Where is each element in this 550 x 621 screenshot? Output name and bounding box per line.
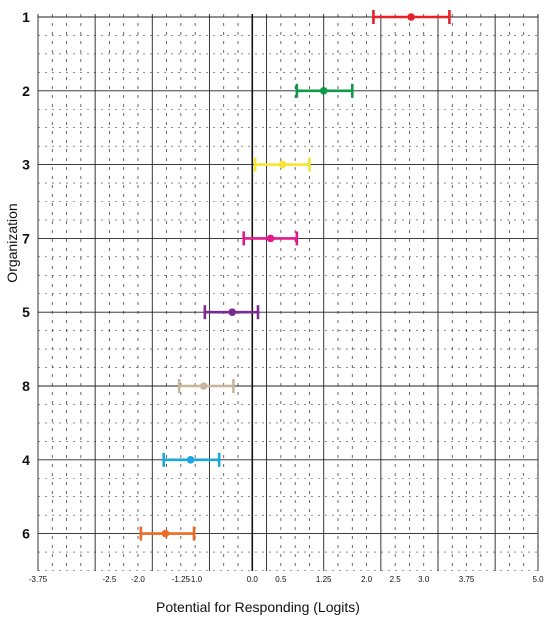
data-point bbox=[228, 308, 237, 317]
category-labels: 1 2 3 7 5 8 4 6 bbox=[22, 9, 30, 542]
x-tick-label: 0.5 bbox=[275, 575, 287, 584]
data-point bbox=[161, 529, 170, 538]
category-label: 7 bbox=[22, 230, 30, 246]
data-point bbox=[319, 87, 328, 95]
major-gridlines bbox=[37, 14, 539, 571]
data-point bbox=[199, 382, 208, 390]
error-bar bbox=[295, 83, 354, 98]
category-label: 4 bbox=[22, 452, 30, 468]
error-bar bbox=[139, 526, 196, 541]
x-tick-label: -1.25 bbox=[172, 575, 191, 584]
x-tick-label: 0.0 bbox=[247, 575, 259, 584]
x-tick-label: -3.75 bbox=[29, 575, 48, 584]
x-tick-label: 2.5 bbox=[390, 575, 402, 584]
x-axis-title: Potential for Responding (Logits) bbox=[156, 599, 360, 615]
y-axis-title: Organization bbox=[4, 203, 20, 282]
data-point bbox=[186, 456, 195, 464]
x-tick-labels: -3.75 -2.5 -2.0 -1.25-1.0 0.0 0.5 1.25 2.0 2.5 3.… bbox=[29, 575, 544, 584]
error-bar bbox=[203, 305, 260, 320]
x-tick-label: -1.0 bbox=[188, 575, 202, 584]
x-tick-label: 3.75 bbox=[459, 575, 475, 584]
data-point bbox=[278, 160, 287, 169]
category-label: 3 bbox=[22, 157, 30, 173]
category-label: 2 bbox=[22, 83, 30, 99]
x-tick-label: 1.25 bbox=[316, 575, 332, 584]
category-label: 5 bbox=[22, 304, 30, 320]
category-label: 8 bbox=[22, 378, 30, 394]
minor-gridlines bbox=[38, 14, 539, 571]
x-tick-label: -2.0 bbox=[131, 575, 145, 584]
error-bars bbox=[139, 10, 451, 541]
error-bar bbox=[177, 379, 235, 393]
x-tick-label: 5.0 bbox=[532, 575, 544, 584]
x-tick-label: -2.5 bbox=[103, 575, 117, 584]
error-bar bbox=[242, 231, 299, 246]
category-label: 6 bbox=[22, 526, 30, 542]
error-bar bbox=[372, 10, 451, 24]
category-label: 1 bbox=[22, 9, 30, 25]
x-tick-label: 2.0 bbox=[361, 575, 373, 584]
error-bar bbox=[253, 157, 311, 172]
data-point bbox=[407, 13, 415, 21]
data-point bbox=[266, 234, 275, 243]
error-bar bbox=[162, 452, 221, 467]
x-tick-label: 3.0 bbox=[418, 575, 430, 584]
